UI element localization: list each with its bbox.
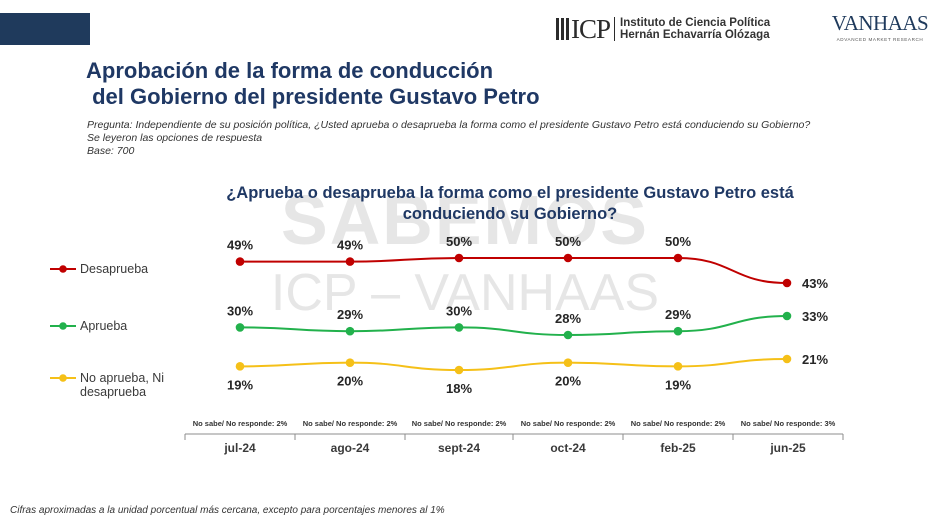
aprueba-label-jun-25: 33% — [802, 309, 828, 324]
desaprueba-legend-text-1: Desaprueba — [80, 262, 148, 276]
neutral-series-line — [239, 358, 788, 372]
page-title-line2: del Gobierno del presidente Gustavo Petr… — [86, 84, 540, 109]
aprueba-point-sept-24 — [454, 323, 464, 332]
desaprueba-legend-marker — [59, 265, 67, 273]
no-sabe-note-oct-24: No sabe/ No responde: 2% — [521, 419, 616, 428]
aprueba-point-jun-25 — [782, 311, 792, 321]
desaprueba-label-jul-24: 49% — [227, 238, 253, 253]
neutral-point-ago-24 — [345, 358, 355, 367]
no-sabe-note-jul-24: No sabe/ No responde: 2% — [193, 419, 288, 428]
icp-logo-name: Instituto de Ciencia Política Hernán Ech… — [620, 17, 770, 41]
aprueba-label-jul-24: 30% — [227, 303, 253, 318]
aprueba-label-feb-25: 29% — [665, 307, 691, 322]
icp-name-line2: Hernán Echavarría Olózaga — [620, 29, 770, 41]
neutral-point-feb-25 — [673, 362, 683, 371]
x-tick-label-jul-24: jul-24 — [223, 441, 256, 455]
neutral-point-sept-24 — [454, 365, 464, 375]
corner-color-block — [0, 13, 90, 45]
page-title: Aprobación de la forma de conducción del… — [86, 58, 540, 110]
neutral-label-ago-24: 20% — [337, 374, 363, 389]
desaprueba-label-sept-24: 50% — [446, 234, 472, 249]
neutral-label-jul-24: 19% — [227, 377, 253, 392]
neutral-legend-text-2: desaprueba — [80, 385, 146, 399]
question-details: Pregunta: Independiente de su posición p… — [87, 119, 810, 158]
desaprueba-series-line — [240, 256, 788, 284]
footnote: Cifras aproximadas a la unidad porcentua… — [10, 505, 445, 516]
desaprueba-point-jun-25 — [782, 278, 792, 288]
icp-logo: ICP Instituto de Ciencia Política Hernán… — [556, 14, 770, 44]
no-sabe-note-feb-25: No sabe/ No responde: 2% — [631, 419, 726, 428]
icp-logo-separator — [614, 17, 616, 41]
desaprueba-point-oct-24 — [563, 253, 573, 263]
chart-title: ¿Aprueba o desaprueba la forma como el p… — [200, 183, 820, 225]
aprueba-label-ago-24: 29% — [337, 307, 363, 322]
aprueba-point-feb-25 — [673, 326, 683, 336]
x-tick-label-ago-24: ago-24 — [331, 441, 370, 455]
neutral-point-oct-24 — [563, 358, 573, 367]
desaprueba-label-jun-25: 43% — [802, 276, 828, 291]
question-note: Se leyeron las opciones de respuesta — [87, 132, 263, 144]
no-sabe-note-ago-24: No sabe/ No responde: 2% — [303, 419, 398, 428]
desaprueba-point-ago-24 — [345, 257, 355, 266]
neutral-label-sept-24: 18% — [446, 381, 472, 396]
x-tick-label-feb-25: feb-25 — [660, 441, 696, 455]
neutral-label-oct-24: 20% — [555, 374, 581, 389]
icp-logo-text: ICP — [571, 14, 611, 44]
desaprueba-label-feb-25: 50% — [665, 234, 691, 249]
vanhaas-logo-text: VANHAAS — [831, 11, 929, 35]
question-text: Pregunta: Independiente de su posición p… — [87, 119, 811, 131]
desaprueba-point-feb-25 — [673, 253, 683, 263]
aprueba-point-ago-24 — [345, 326, 355, 336]
desaprueba-point-sept-24 — [454, 253, 464, 263]
desaprueba-label-ago-24: 49% — [337, 238, 363, 253]
neutral-legend-text-1: No aprueba, Ni — [80, 371, 164, 385]
neutral-label-jun-25: 21% — [802, 352, 828, 367]
aprueba-legend-marker — [59, 322, 67, 330]
aprueba-point-oct-24 — [563, 330, 573, 340]
icp-logo-mark: ICP — [556, 14, 611, 44]
chart-title-line1: ¿Aprueba o desaprueba la forma como el p… — [226, 184, 794, 202]
x-tick-label-sept-24: sept-24 — [438, 441, 480, 455]
sample-base: Base: 700 — [87, 145, 135, 157]
aprueba-point-jul-24 — [235, 323, 245, 332]
x-tick-label-oct-24: oct-24 — [550, 441, 586, 455]
page-title-line1: Aprobación de la forma de conducción — [86, 58, 494, 83]
aprueba-series-line — [239, 315, 788, 337]
no-sabe-note-jun-25: No sabe/ No responde: 3% — [741, 419, 836, 428]
aprueba-legend-text-1: Aprueba — [80, 319, 127, 333]
aprueba-label-oct-24: 28% — [555, 311, 581, 326]
no-sabe-note-sept-24: No sabe/ No responde: 2% — [412, 419, 507, 428]
neutral-label-feb-25: 19% — [665, 377, 691, 392]
neutral-point-jul-24 — [235, 362, 245, 371]
desaprueba-label-oct-24: 50% — [555, 234, 581, 249]
neutral-legend-marker — [59, 374, 67, 382]
vanhaas-logo: VANHAAS ADVANCED MARKET RESEARCH — [826, 12, 934, 46]
x-tick-label-jun-25: jun-25 — [769, 441, 806, 455]
neutral-point-jun-25 — [782, 354, 792, 364]
chart-title-line2: conduciendo su Gobierno? — [402, 205, 618, 223]
desaprueba-point-jul-24 — [235, 257, 245, 266]
icp-name-line1: Instituto de Ciencia Política — [620, 17, 771, 29]
icp-bars-icon — [556, 18, 569, 40]
aprueba-label-sept-24: 30% — [446, 303, 472, 318]
vanhaas-logo-tagline: ADVANCED MARKET RESEARCH — [836, 37, 924, 42]
